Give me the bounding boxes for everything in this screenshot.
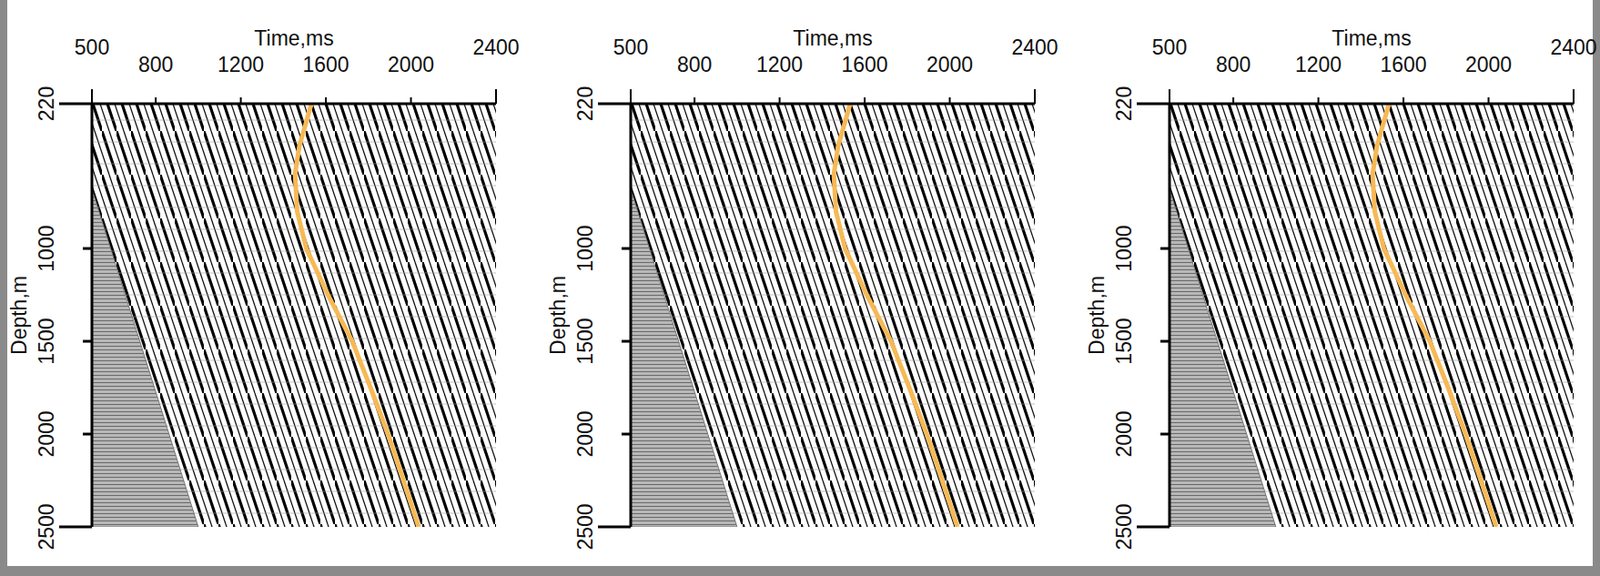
curve [294,103,419,527]
panel: 500 800 1200 1600 2000 2400 Time,ms 220 1000 1500… [546,26,1059,551]
plot-area [1169,103,1574,527]
y-tick-label: 1500 [1112,317,1136,365]
x-tick-label: 500 [1152,35,1187,60]
y-tick [621,247,631,251]
figure: 500 800 1200 1600 2000 2400 Time,ms 220 1000 1500… [0,0,1600,576]
x-tick [1488,97,1490,104]
x-tick [154,97,157,104]
seismic-traces [91,103,497,527]
x-tick-label: 2000 [387,52,435,77]
x-tick-label: 1200 [217,52,264,77]
x-axis [1169,102,1574,106]
x-tick [495,89,497,104]
plot-area [630,103,1035,527]
seismic-traces [1169,103,1574,527]
y-tick [1136,102,1170,106]
x-tick [863,97,866,104]
y-tick [621,433,631,436]
y-tick-label: 1500 [34,317,59,365]
page-background [7,0,1593,567]
panel: 500 800 1200 1600 2000 2400 Time,ms 220 1000 1500… [7,26,520,551]
curve [833,103,958,527]
y-tick-label: 2000 [573,410,598,457]
y-tick-label: 2500 [1112,503,1136,550]
x-axis-title: Time,ms [1331,26,1411,51]
y-tick [597,102,631,106]
y-tick [1160,340,1170,344]
x-tick-label: 800 [138,52,173,77]
y-axis-title: Depth,m [546,275,570,355]
x-tick-label: 1600 [302,52,349,77]
x-tick [240,97,243,104]
x-axis-title: Time,ms [253,26,334,51]
y-tick [82,340,92,344]
x-tick [324,97,327,104]
y-tick [1136,526,1170,529]
x-tick-label: 500 [613,35,649,60]
y-axis-title: Depth,m [1084,275,1109,355]
y-tick-label: 1000 [573,224,598,272]
muted-zone [630,189,738,527]
y-tick [59,102,92,106]
y-tick-label: 2000 [1112,410,1136,457]
x-axis [91,102,497,106]
y-tick-label: 1000 [1112,224,1136,272]
y-axis [1168,103,1172,527]
x-tick [629,89,632,104]
y-tick-label: 220 [573,86,598,122]
x-tick-label: 800 [1215,52,1251,77]
y-tick [59,526,92,529]
y-tick [1160,247,1170,251]
x-axis [630,102,1035,106]
x-tick [1033,89,1036,104]
x-tick [949,97,952,104]
plot-area [91,103,497,527]
x-tick-label: 1600 [1379,52,1427,77]
curve [1372,103,1497,527]
seismic-traces [630,103,1035,527]
y-axis-title: Depth,m [7,275,31,355]
x-tick [1572,89,1575,104]
x-tick-label: 500 [74,35,110,60]
x-tick-label: 2400 [1011,35,1058,60]
y-axis [629,103,633,527]
x-tick-label: 1200 [1295,52,1342,77]
x-tick-label: 2400 [472,35,519,60]
y-tick-label: 1000 [34,224,59,272]
muted-zone [1169,189,1276,527]
y-tick [597,526,631,529]
x-tick [91,89,93,104]
x-tick [1232,97,1235,104]
y-tick [621,340,631,344]
y-tick-label: 220 [1112,86,1136,122]
y-tick-label: 220 [34,86,59,122]
y-tick-label: 2500 [34,503,59,550]
x-tick-label: 800 [677,52,712,77]
x-tick-label: 2400 [1549,35,1597,60]
x-tick-label: 2000 [1465,52,1512,77]
y-tick [1160,433,1170,436]
y-tick [82,247,92,251]
x-tick-label: 1200 [756,52,803,77]
y-tick-label: 2500 [573,503,598,550]
y-axis [91,103,94,527]
x-tick [1317,97,1320,104]
x-tick-label: 2000 [926,52,973,77]
y-tick-label: 1500 [573,317,598,365]
y-tick [82,433,92,436]
muted-zone [91,189,199,527]
x-tick [1168,89,1171,104]
x-tick [410,97,413,104]
x-tick [693,97,696,104]
x-tick [1402,97,1405,104]
x-tick [779,97,781,104]
x-axis-title: Time,ms [792,26,872,51]
y-tick-label: 2000 [34,410,59,457]
x-tick-label: 1600 [840,52,888,77]
panel: 500 800 1200 1600 2000 2400 Time,ms 220 1000 1500… [1084,26,1598,551]
